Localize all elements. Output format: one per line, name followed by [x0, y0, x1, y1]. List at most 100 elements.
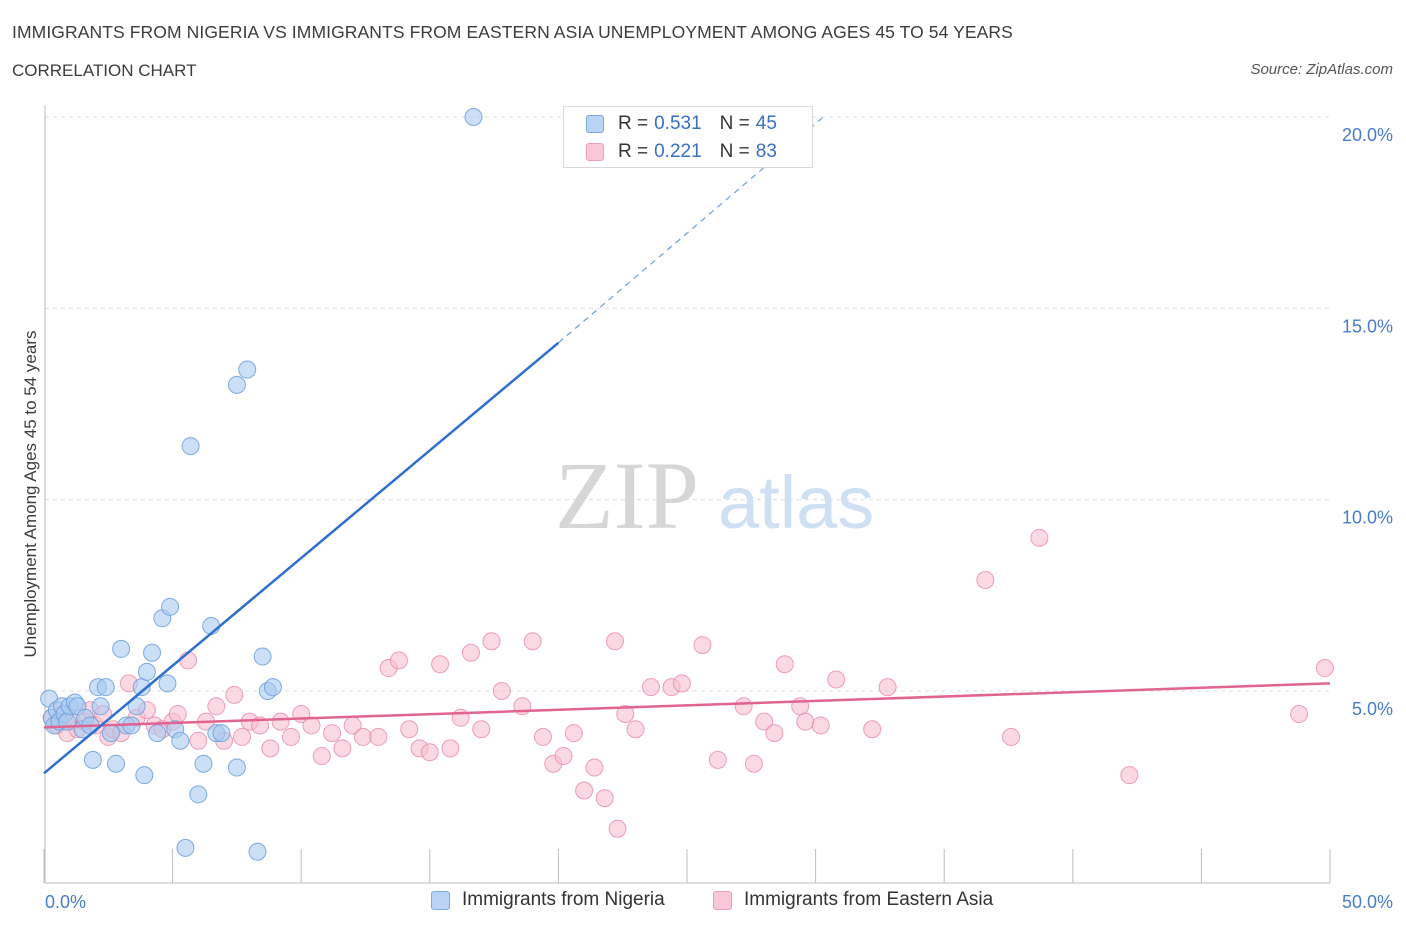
point-eastern-asia	[744, 754, 763, 773]
point-eastern-asia	[863, 720, 882, 739]
bottom-legend-nigeria: Immigrants from Nigeria	[431, 889, 665, 911]
point-eastern-asia	[585, 758, 604, 777]
source-label: Source: ZipAtlas.com	[1250, 61, 1393, 78]
point-eastern-asia	[775, 655, 794, 674]
point-eastern-asia	[353, 727, 372, 746]
x-tick-label-min: 0.0%	[45, 892, 86, 912]
point-eastern-asia	[533, 727, 552, 746]
point-nigeria	[161, 597, 180, 616]
point-eastern-asia	[605, 632, 624, 651]
series-nigeria-points	[40, 108, 483, 861]
point-eastern-asia	[179, 651, 198, 670]
legend-swatch-eastern-asia	[586, 143, 604, 161]
point-nigeria	[464, 108, 483, 126]
y-tick-label: 10.0%	[1342, 508, 1393, 528]
point-nigeria	[181, 437, 200, 456]
x-tick-labels: 0.0% 50.0%	[45, 892, 1393, 912]
grid-lines	[45, 116, 1330, 692]
point-eastern-asia	[207, 697, 226, 716]
point-nigeria	[96, 678, 115, 697]
bottom-legend-swatch-nigeria	[431, 890, 450, 910]
legend-n-label: N =	[719, 141, 750, 162]
legend-swatch-nigeria	[586, 115, 604, 133]
point-nigeria	[101, 724, 120, 743]
point-eastern-asia	[261, 739, 280, 758]
point-nigeria	[137, 662, 156, 681]
y-tick-label: 20.0%	[1342, 125, 1393, 145]
point-eastern-asia	[225, 685, 244, 704]
point-eastern-asia	[389, 651, 408, 670]
point-nigeria	[91, 697, 110, 716]
legend-r-label: R =	[618, 141, 649, 162]
point-nigeria	[107, 754, 126, 773]
trendline-nigeria	[43, 341, 560, 775]
point-eastern-asia	[564, 724, 583, 743]
point-eastern-asia	[168, 704, 187, 723]
point-nigeria	[176, 838, 195, 857]
point-eastern-asia	[755, 712, 774, 731]
point-eastern-asia	[976, 571, 995, 590]
point-nigeria	[148, 724, 167, 743]
series-eastern-asia-points	[42, 528, 1334, 838]
point-nigeria	[248, 842, 267, 861]
point-nigeria	[227, 758, 246, 777]
y-tick-labels: 5.0% 10.0% 15.0% 20.0%	[1342, 125, 1393, 719]
point-eastern-asia	[708, 750, 727, 769]
point-nigeria	[253, 647, 272, 666]
point-nigeria	[83, 750, 102, 769]
point-eastern-asia	[281, 727, 300, 746]
point-eastern-asia	[672, 674, 691, 693]
point-nigeria	[194, 754, 213, 773]
point-eastern-asia	[1002, 727, 1021, 746]
chart-title: IMMIGRANTS FROM NIGERIA VS IMMIGRANTS FR…	[12, 22, 1013, 42]
legend-r-label: R =	[618, 113, 649, 134]
legend-r-value: 0.221	[654, 141, 702, 162]
point-eastern-asia	[878, 678, 897, 697]
point-eastern-asia	[523, 632, 542, 651]
point-eastern-asia	[626, 720, 645, 739]
point-eastern-asia	[472, 720, 491, 739]
point-nigeria	[238, 360, 257, 379]
bottom-legend-eastern-asia: Immigrants from Eastern Asia	[713, 889, 993, 911]
point-eastern-asia	[333, 739, 352, 758]
x-tick-label-max: 50.0%	[1342, 892, 1393, 912]
point-nigeria	[227, 375, 246, 394]
point-eastern-asia	[796, 712, 815, 731]
point-eastern-asia	[827, 670, 846, 689]
point-nigeria	[158, 674, 177, 693]
point-eastern-asia	[441, 739, 460, 758]
chart-subtitle: CORRELATION CHART	[12, 61, 197, 80]
point-eastern-asia	[189, 731, 208, 750]
point-eastern-asia	[734, 697, 753, 716]
watermark: ZIP atlas	[555, 442, 874, 549]
point-eastern-asia	[1030, 528, 1049, 547]
point-nigeria	[112, 639, 131, 658]
bottom-legend-label-eastern-asia: Immigrants from Eastern Asia	[744, 889, 994, 910]
point-eastern-asia	[616, 704, 635, 723]
y-tick-label: 5.0%	[1352, 699, 1393, 719]
point-eastern-asia	[693, 636, 712, 655]
point-eastern-asia	[233, 727, 252, 746]
legend-n-value: 45	[755, 113, 777, 134]
point-eastern-asia	[492, 682, 511, 700]
point-nigeria	[263, 678, 282, 697]
point-eastern-asia	[271, 712, 290, 731]
legend-n-value: 83	[755, 141, 777, 162]
legend-r-value: 0.531	[654, 113, 702, 134]
point-eastern-asia	[461, 643, 480, 662]
bottom-legend-swatch-eastern-asia	[713, 890, 732, 910]
point-eastern-asia	[575, 781, 594, 800]
point-eastern-asia	[400, 720, 419, 739]
point-eastern-asia	[811, 716, 830, 735]
axes	[43, 105, 1331, 884]
point-eastern-asia	[595, 789, 614, 808]
legend-n-label: N =	[719, 113, 750, 134]
point-nigeria	[127, 697, 146, 716]
y-tick-label: 15.0%	[1342, 316, 1393, 336]
point-eastern-asia	[1290, 704, 1309, 723]
point-nigeria	[171, 731, 190, 750]
point-eastern-asia	[302, 716, 321, 735]
point-eastern-asia	[312, 747, 331, 766]
point-eastern-asia	[420, 743, 439, 762]
